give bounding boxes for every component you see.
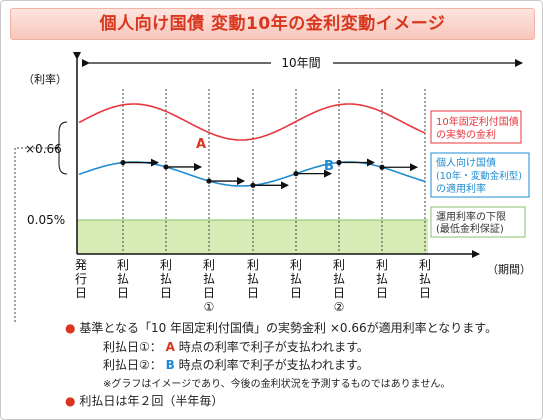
legend-floor-line1: 運用利率の下限: [436, 210, 506, 223]
note-1-prefix: 基準となる「10 年固定利付国債」の実勢金利: [79, 321, 327, 335]
note-4-text: 利払日は年２回（半年毎）: [79, 394, 224, 408]
x-tick-payment-date: 払: [247, 272, 259, 286]
x-tick-payment-date: 利: [203, 258, 215, 272]
payment-point: [120, 159, 126, 166]
bullet-icon: ●: [65, 321, 76, 335]
note-line-4: ● 利払日は年２回（半年毎）: [65, 392, 223, 409]
x-tick-issue-date: 発: [75, 258, 87, 272]
note-disclaimer: ※グラフはイメージであり、今後の金利状況を予測するものではありません。: [103, 379, 451, 390]
x-tick-payment-date: 利: [419, 258, 431, 272]
note-connector: [14, 147, 55, 323]
x-tick-payment-date: 日: [333, 286, 345, 300]
marker-b: B: [324, 159, 334, 174]
rate-diagram: 10年間 （利率） （期間） ×0.66 0.05% A B 10年固定利付国債…: [14, 52, 531, 323]
legend-fixed-box: [430, 110, 522, 144]
fixed-rate-curve: [78, 103, 426, 141]
note-line-2: 利払日①： A 時点の利率で利子が支払われます。: [103, 338, 369, 355]
payment-point: [206, 178, 212, 184]
x-tick-payment-date: 日: [376, 286, 388, 300]
legend-floating-box: [430, 152, 530, 198]
x-tick-payment-date: 日: [203, 286, 215, 300]
legend-floating-line1: 個人向け国債: [436, 156, 496, 169]
payment-point: [379, 164, 385, 170]
x-tick-payment-date: 利: [160, 258, 172, 272]
x-tick-payment-date: 日: [247, 286, 259, 300]
x-tick-payment-date: 払: [160, 272, 172, 286]
span-label: 10年間: [281, 56, 320, 70]
marker-a: A: [196, 137, 206, 152]
x-tick-issue-date: 日: [75, 286, 87, 300]
note-1-suffix: ×0.66が適用利率となります。: [329, 321, 498, 335]
y-axis-label: （利率）: [23, 72, 67, 86]
legend-floor-line2: (最低金利保証): [436, 222, 504, 235]
x-tick-payment-date: 日: [160, 286, 172, 300]
x-tick-payment-date: 払: [290, 272, 302, 286]
x-tick-payment-date: 日: [419, 286, 431, 300]
x-tick-payment-date: 利: [290, 258, 302, 272]
note-2-suffix: 時点の利率で利子が支払われます。: [178, 340, 369, 354]
note-3-mark: B: [165, 358, 175, 372]
note-line-3: 利払日②： B 時点の利率で利子が支払われます。: [103, 356, 369, 373]
legend-fixed-line1: 10年固定利付国債: [436, 115, 519, 128]
x-tick-issue-date: 行: [75, 272, 87, 286]
legend-floating-line2: (10年・変動金利型): [436, 170, 522, 182]
x-tick-payment-date: 払: [376, 272, 388, 286]
payment-steps: [120, 158, 418, 190]
x-tick-payment-date: 利: [376, 258, 388, 272]
x-tick-payment-date: 払: [117, 272, 129, 286]
x-tick-payment-date: 払: [203, 272, 215, 286]
note-3-prefix: 利払日②：: [103, 358, 162, 372]
x-tick-payment-date: 利: [333, 258, 345, 272]
x-tick-payment-date: 日: [290, 286, 302, 300]
x-tick-payment-date: 日: [117, 286, 129, 300]
x-tick-payment-date: 払: [333, 272, 345, 286]
multiplier-label: ×0.66: [25, 142, 62, 156]
floor-label: 0.05%: [27, 213, 65, 227]
note-2-prefix: 利払日①：: [103, 340, 162, 354]
x-tick-payment-mark: ①: [204, 300, 215, 314]
note-line-1: ● 基準となる「10 年固定利付国債」の実勢金利 ×0.66が適用利率となります…: [65, 319, 497, 336]
title-bar: 個人向け国債 変動10年の金利変動イメージ: [10, 8, 535, 40]
x-tick-payment-date: 利: [247, 258, 259, 272]
page-title: 個人向け国債 変動10年の金利変動イメージ: [99, 14, 446, 34]
x-tick-payment-mark: ②: [334, 300, 345, 314]
note-3-suffix: 時点の利率で利子が支払われます。: [178, 358, 369, 372]
payment-point: [250, 182, 256, 188]
x-tick-payment-date: 利: [117, 258, 129, 272]
note-2-mark: A: [165, 340, 175, 354]
payment-gridlines: [122, 89, 426, 254]
legend-floor-box: [430, 206, 526, 238]
payment-point: [163, 164, 169, 170]
payment-point: [293, 171, 299, 177]
floating-rate-curve: [78, 161, 426, 187]
legend-fixed-line2: の実勢の金利: [436, 128, 496, 141]
payment-point: [336, 159, 342, 166]
bullet-icon: ●: [65, 394, 76, 408]
x-axis-label: （期間）: [487, 263, 531, 276]
legend-floating-line3: の適用利率: [436, 182, 486, 195]
x-tick-payment-date: 払: [419, 272, 431, 286]
